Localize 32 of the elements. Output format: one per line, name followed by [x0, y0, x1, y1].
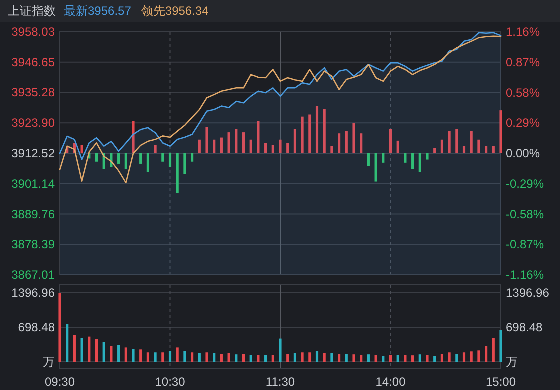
y2-tick-label: -0.87% [506, 238, 544, 252]
y2-tick-label: -0.29% [506, 176, 544, 191]
y2-tick-label: 0.87% [506, 55, 540, 70]
y-tick-label: 万 [43, 355, 55, 369]
x-tick-label: 10:30 [155, 375, 186, 389]
y2-tick-label: 0.00% [506, 146, 540, 160]
y-tick-label: 698.48 [18, 320, 56, 335]
y-tick-label: 3946.65 [12, 55, 56, 70]
y-tick-label: 3923.90 [12, 116, 56, 130]
y-tick-label: 3958.03 [12, 25, 56, 39]
x-tick-label: 14:00 [376, 375, 406, 389]
y-tick-label: 3935.28 [12, 86, 56, 100]
y2-tick-label: 0.29% [506, 116, 540, 130]
y2-tick-label: 万 [506, 355, 518, 369]
y2-tick-label: 698.48 [506, 320, 544, 335]
y-tick-label: 1396.96 [12, 286, 56, 300]
x-tick-label: 09:30 [44, 375, 76, 389]
y-tick-label: 3867.01 [12, 268, 56, 282]
chart-title: 上证指数 [8, 4, 56, 18]
text: 领先3956.34 [141, 4, 210, 18]
y2-tick-label: -0.58% [506, 207, 544, 222]
y-tick-label: 3878.39 [12, 238, 56, 252]
y-tick-label: 3901.14 [12, 176, 56, 191]
y2-tick-label: 0.58% [506, 86, 540, 100]
y-tick-label: 3889.76 [12, 207, 56, 222]
y2-tick-label: -1.16% [506, 268, 544, 282]
y-tick-label: 3912.52 [12, 146, 56, 160]
y2-tick-label: 1396.96 [506, 286, 550, 300]
x-tick-label: 15:00 [486, 375, 516, 389]
text: 最新3956.57 [64, 4, 132, 18]
y2-tick-label: 1.16% [506, 25, 540, 39]
x-tick-label: 11:30 [266, 375, 296, 389]
